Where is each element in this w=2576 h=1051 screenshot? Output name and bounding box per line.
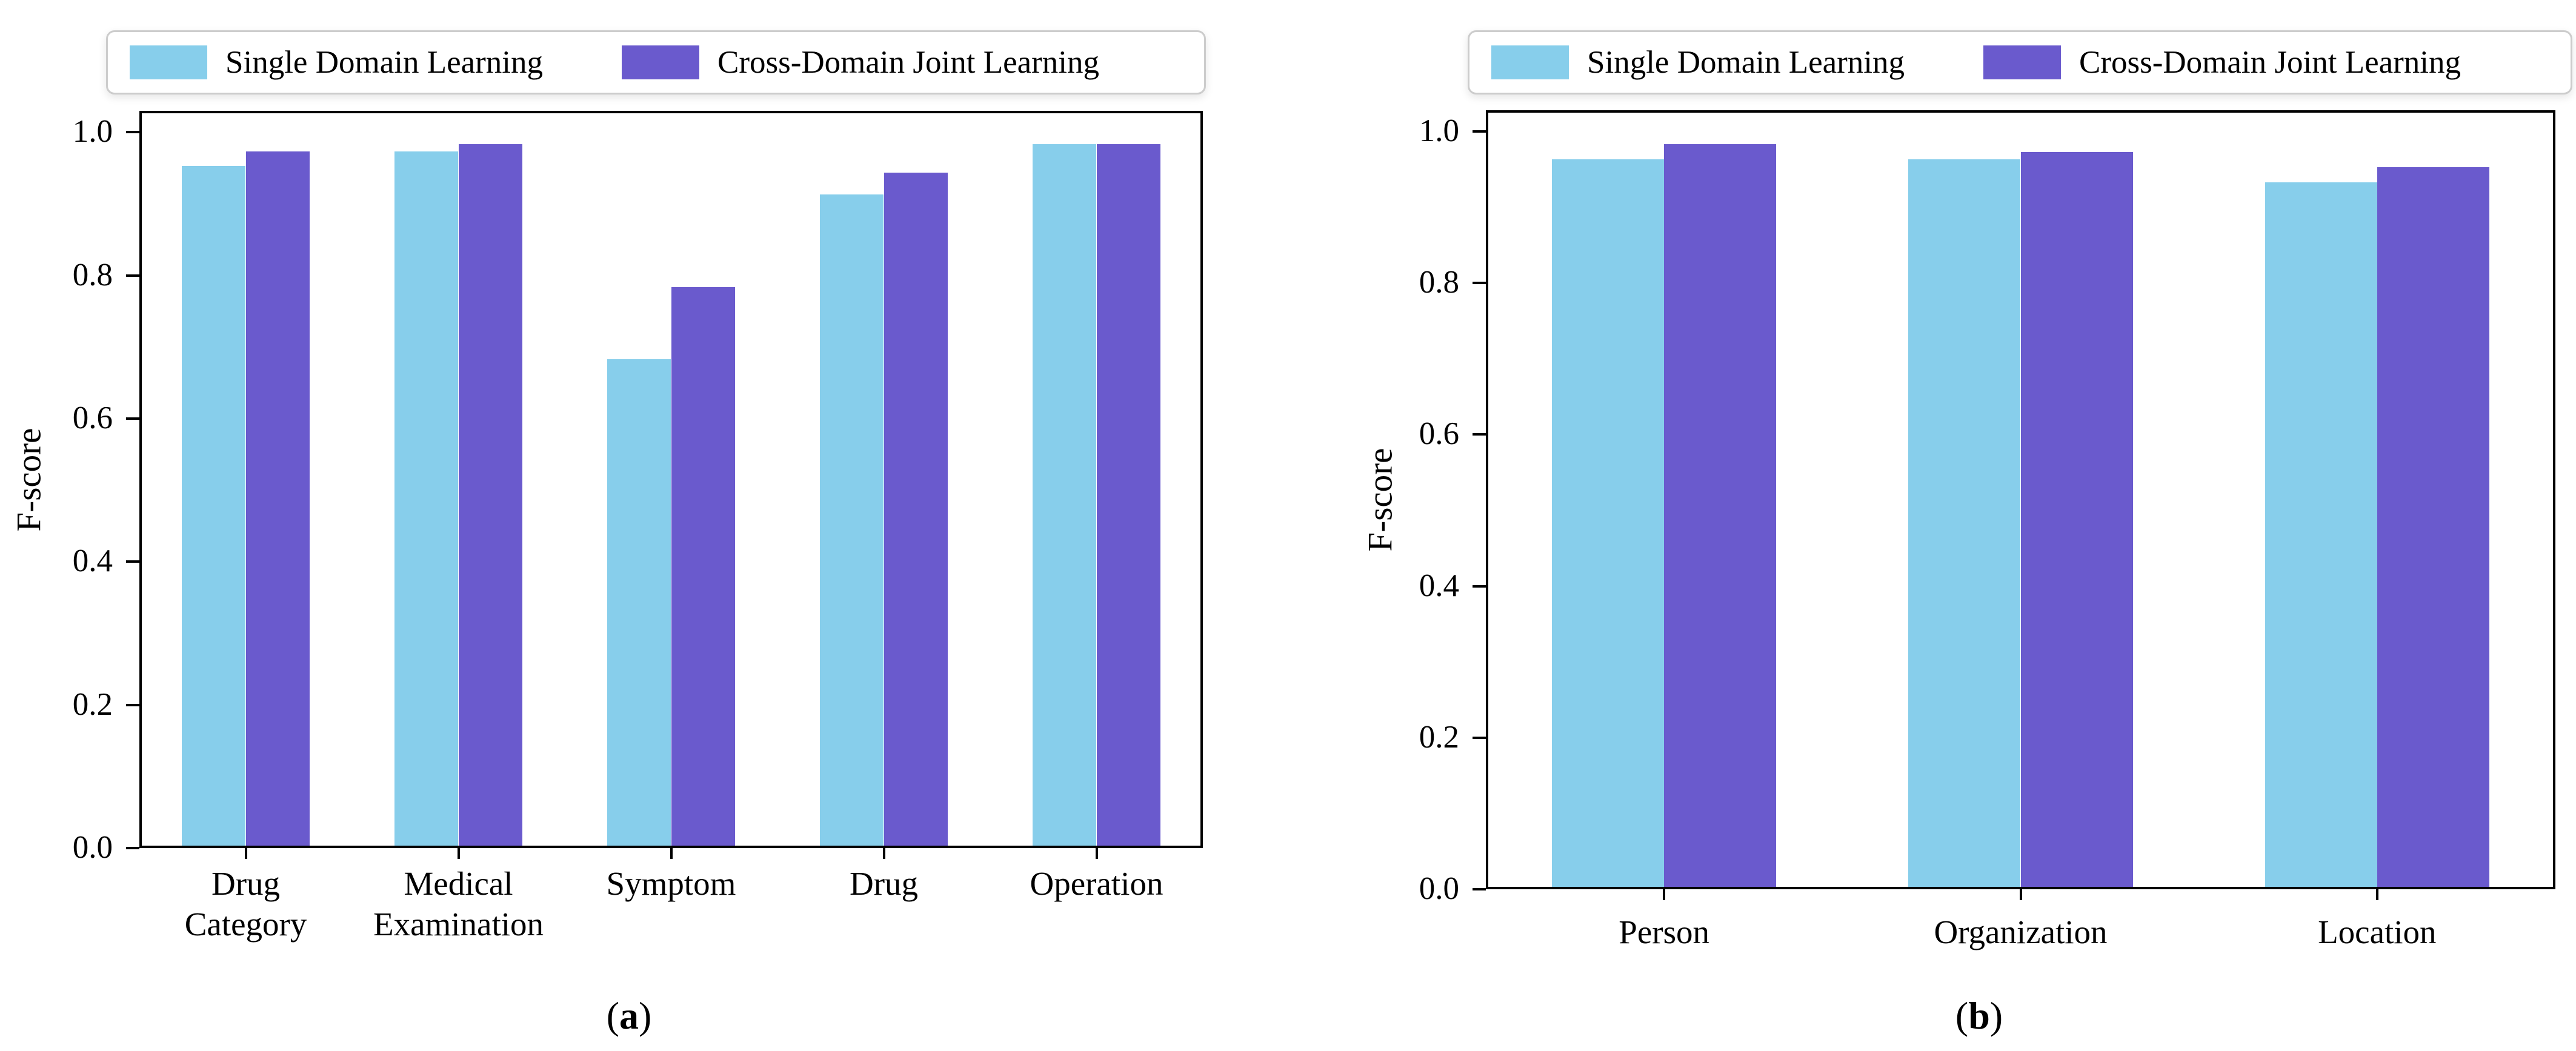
y-tick-label-1.0: 1.0: [1419, 113, 1459, 149]
x-tick-mark-symptom: [670, 848, 673, 859]
bar-b-location-cross-domain-joint-learning: [2377, 167, 2490, 887]
y-tick-label-0.2: 0.2: [1419, 719, 1459, 755]
x-tick-label-line: Symptom: [606, 865, 736, 902]
plot-area-b: [1486, 110, 2555, 889]
x-tick-label-drug: Drug: [702, 863, 1066, 904]
x-tick-label-line: Operation: [1030, 865, 1163, 902]
y-tick-label-0.4: 0.4: [1419, 568, 1459, 603]
x-tick-mark-drug-category: [244, 848, 247, 859]
bar-a-medical-examination-cross-domain-joint-learning: [458, 144, 522, 846]
y-tick-mark-1.0: [1473, 130, 1486, 133]
bar-a-medical-examination-single-domain-learning: [394, 151, 459, 846]
y-tick-label-1.0: 1.0: [72, 114, 113, 150]
legend-label-single-domain-learning: Single Domain Learning: [225, 44, 543, 80]
y-axis-label-a: F-score: [10, 428, 48, 531]
chart-b: Single Domain Learning Cross-Domain Joint…: [1288, 0, 2576, 1051]
x-tick-mark-operation: [1095, 848, 1098, 859]
x-tick-mark-location: [2375, 889, 2378, 900]
y-tick-mark-0.2: [1473, 736, 1486, 739]
bar-a-drug-cross-domain-joint-learning: [884, 173, 948, 846]
bar-b-organization-single-domain-learning: [1908, 159, 2021, 887]
bar-a-drug-category-single-domain-learning: [182, 165, 246, 846]
bar-a-drug-category-cross-domain-joint-learning: [245, 151, 310, 846]
y-tick-mark-0.0: [1473, 888, 1486, 890]
y-tick-label-0.0: 0.0: [1419, 871, 1459, 906]
x-tick-label-organization: Organization: [1839, 912, 2203, 952]
caption-paren-close: ): [1989, 994, 2003, 1037]
x-tick-mark-drug: [882, 848, 885, 859]
legend-label-cross-domain-joint-learning: Cross-Domain Joint Learning: [717, 44, 1100, 80]
x-tick-label-location: Location: [2195, 912, 2559, 952]
legend-item-cross-domain-joint-learning: Cross-Domain Joint Learning: [1983, 45, 2461, 79]
legend-swatch-cross-domain-joint-learning: [1983, 45, 2061, 79]
x-tick-label-line: Category: [184, 906, 307, 943]
x-tick-mark-organization: [2019, 889, 2022, 900]
caption-paren-open: (: [1955, 994, 1969, 1037]
x-tick-label-line: Location: [2318, 913, 2437, 950]
subfigure-caption-b: (b): [1955, 996, 2003, 1035]
legend-item-cross-domain-joint-learning: Cross-Domain Joint Learning: [622, 45, 1099, 79]
bar-a-operation-single-domain-learning: [1033, 144, 1097, 846]
y-tick-mark-0.4: [126, 560, 139, 563]
legend-b: Single Domain Learning Cross-Domain Joint…: [1468, 30, 2572, 94]
caption-paren-open: (: [606, 994, 619, 1037]
y-tick-mark-0.6: [126, 417, 139, 420]
plot-area-a: [139, 111, 1203, 848]
y-tick-label-0.6: 0.6: [72, 400, 113, 436]
bar-a-symptom-cross-domain-joint-learning: [671, 287, 735, 846]
bar-a-symptom-single-domain-learning: [607, 359, 671, 846]
y-tick-label-0.8: 0.8: [1419, 265, 1459, 300]
legend-a: Single Domain Learning Cross-Domain Joint…: [106, 30, 1206, 94]
caption-paren-close: ): [639, 994, 652, 1037]
y-tick-mark-0.8: [126, 274, 139, 277]
y-tick-label-0.6: 0.6: [1419, 416, 1459, 452]
x-tick-label-symptom: Symptom: [490, 863, 853, 904]
y-axis-label-b: F-score: [1361, 448, 1400, 552]
legend-swatch-cross-domain-joint-learning: [622, 45, 699, 79]
y-tick-label-0.8: 0.8: [72, 257, 113, 293]
x-tick-label-line: Medical: [404, 865, 513, 902]
bar-b-location-single-domain-learning: [2265, 182, 2377, 887]
x-tick-label-line: Drug: [211, 865, 281, 902]
y-tick-label-0.2: 0.2: [72, 686, 113, 722]
x-tick-label-line: Organization: [1934, 913, 2108, 950]
legend-label-cross-domain-joint-learning: Cross-Domain Joint Learning: [2079, 44, 2461, 80]
y-tick-mark-0.0: [126, 847, 139, 849]
bar-a-drug-single-domain-learning: [820, 194, 884, 846]
caption-letter: b: [1968, 994, 1990, 1037]
subfigure-caption-a: (a): [607, 996, 652, 1035]
bar-a-operation-cross-domain-joint-learning: [1096, 144, 1160, 846]
bar-b-person-single-domain-learning: [1551, 159, 1665, 887]
y-tick-mark-1.0: [126, 131, 139, 134]
x-tick-label-line: Examination: [373, 906, 544, 943]
y-tick-label-0.0: 0.0: [72, 830, 113, 865]
caption-letter: a: [619, 994, 639, 1037]
x-tick-label-drug-category: Drug Category: [64, 863, 428, 944]
legend-item-single-domain-learning: Single Domain Learning: [130, 45, 543, 79]
bar-b-organization-cross-domain-joint-learning: [2020, 151, 2133, 887]
x-tick-label-person: Person: [1482, 912, 1846, 952]
x-tick-label-medical-examination: Medical Examination: [277, 863, 641, 944]
legend-swatch-single-domain-learning: [130, 45, 207, 79]
x-tick-label-operation: Operation: [915, 863, 1279, 904]
x-tick-label-line: Person: [1619, 913, 1710, 950]
x-tick-mark-person: [1663, 889, 1666, 900]
y-tick-mark-0.6: [1473, 433, 1486, 436]
chart-a: Single Domain Learning Cross-Domain Joint…: [10, 30, 1279, 1035]
legend-label-single-domain-learning: Single Domain Learning: [1587, 44, 1905, 80]
x-tick-mark-medical-examination: [457, 848, 460, 859]
legend-swatch-single-domain-learning: [1491, 45, 1569, 79]
y-tick-mark-0.4: [1473, 585, 1486, 588]
y-tick-mark-0.2: [126, 703, 139, 706]
y-tick-label-0.4: 0.4: [72, 543, 113, 579]
bar-b-person-cross-domain-joint-learning: [1664, 144, 1777, 887]
x-tick-label-line: Drug: [849, 865, 919, 902]
y-tick-mark-0.8: [1473, 282, 1486, 285]
legend-item-single-domain-learning: Single Domain Learning: [1491, 45, 1905, 79]
